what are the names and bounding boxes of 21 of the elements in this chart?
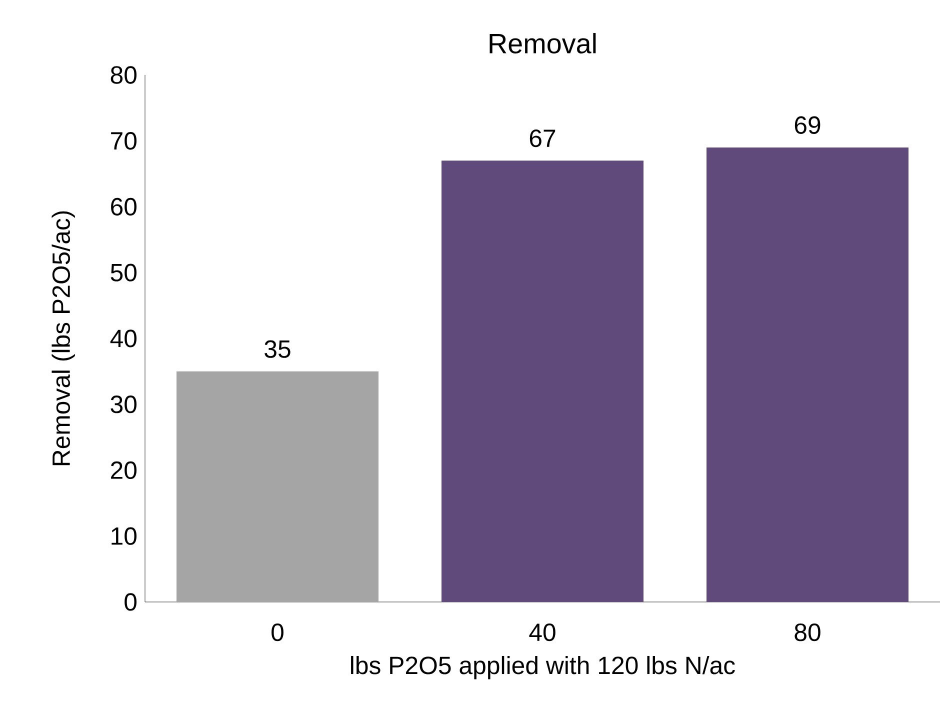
y-tick-label: 30 <box>110 396 137 414</box>
data-label: 69 <box>794 116 820 134</box>
x-axis-title: lbs P2O5 applied with 120 lbs N/ac <box>351 656 735 680</box>
y-tick-label: 50 <box>110 264 137 282</box>
y-tick-label: 10 <box>112 527 137 545</box>
y-axis-title: Removal (lbs P2O5/ac) <box>52 211 75 466</box>
x-tick-label: 40 <box>529 624 556 642</box>
bar <box>442 160 644 602</box>
y-tick-label: 0 <box>124 593 137 611</box>
y-tick-label: 70 <box>111 132 137 150</box>
bar <box>176 371 379 602</box>
y-tick-label: 80 <box>110 66 137 84</box>
bar <box>706 147 909 602</box>
chart-title: Removal <box>490 33 596 54</box>
y-tick-label: 60 <box>111 198 137 216</box>
y-tick-label: 20 <box>111 461 137 480</box>
y-tick-label: 40 <box>110 330 137 348</box>
data-label: 67 <box>530 129 556 148</box>
data-label: 35 <box>264 340 290 358</box>
x-tick-label: 0 <box>272 624 284 642</box>
x-tick-label: 80 <box>794 624 820 642</box>
